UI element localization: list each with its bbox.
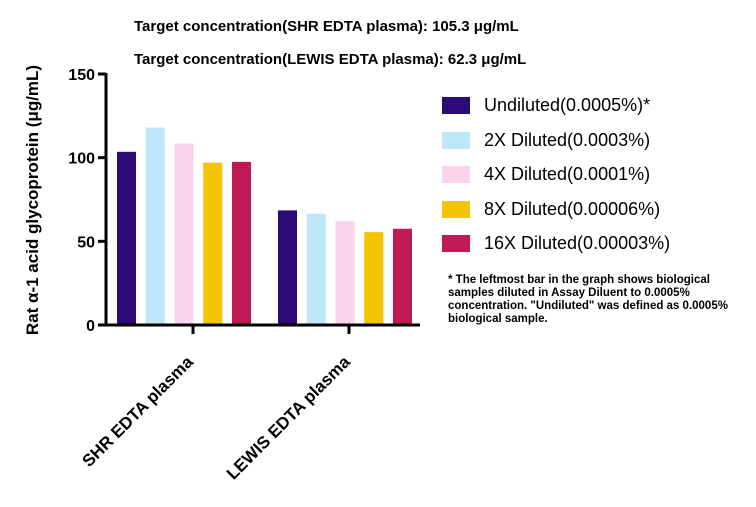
y-tick-label: 50 (77, 234, 95, 251)
legend-label: Undiluted(0.0005%)* (484, 95, 651, 115)
x-tick-label: SHR EDTA plasma (79, 352, 198, 471)
bar (364, 232, 384, 325)
y-tick-label: 150 (68, 67, 95, 84)
chart-footnote: * The leftmost bar in the graph shows bi… (448, 274, 728, 325)
legend-item: 4X Diluted(0.0001%) (442, 161, 670, 188)
legend-label: 16X Diluted(0.00003%) (484, 233, 671, 253)
bar (278, 210, 297, 325)
x-tick-label: LEWIS EDTA plasma (223, 352, 354, 483)
legend-label: 8X Diluted(0.00006%) (484, 198, 661, 219)
bars-group (117, 127, 412, 326)
legend-swatch (442, 166, 470, 183)
bar (145, 127, 165, 326)
legend-item: 8X Diluted(0.00006%) (442, 196, 670, 223)
bar (117, 151, 136, 325)
bar (335, 221, 355, 325)
y-axis-title: Rat α-1 acid glycoprotein (μg/mL) (23, 65, 42, 335)
bar (203, 162, 223, 325)
legend-item: 16X Diluted(0.00003%) (442, 230, 670, 257)
legend-swatch (442, 200, 470, 218)
legend-item: 2X Diluted(0.0003%) (442, 127, 670, 154)
legend-label: 4X Diluted(0.0001%) (484, 164, 651, 184)
chart-legend: Undiluted(0.0005%)* 2X Diluted(0.0003%) 4X… (442, 92, 670, 265)
bar (393, 228, 412, 325)
bar (174, 143, 194, 325)
legend-label: 2X Diluted(0.0003%) (484, 129, 651, 150)
chart-subtitle-lewis: Target concentration(LEWIS EDTA plasma):… (134, 51, 527, 68)
legend-swatch (442, 97, 470, 114)
legend-swatch (442, 235, 470, 252)
y-tick-label: 0 (86, 318, 95, 335)
chart-subtitle-shr: Target concentration(SHR EDTA plasma): 1… (134, 18, 519, 35)
bar (232, 161, 251, 325)
legend-swatch (442, 131, 470, 149)
y-tick-label: 100 (68, 151, 95, 168)
bar (306, 213, 326, 325)
legend-item: Undiluted(0.0005%)* (442, 92, 670, 119)
